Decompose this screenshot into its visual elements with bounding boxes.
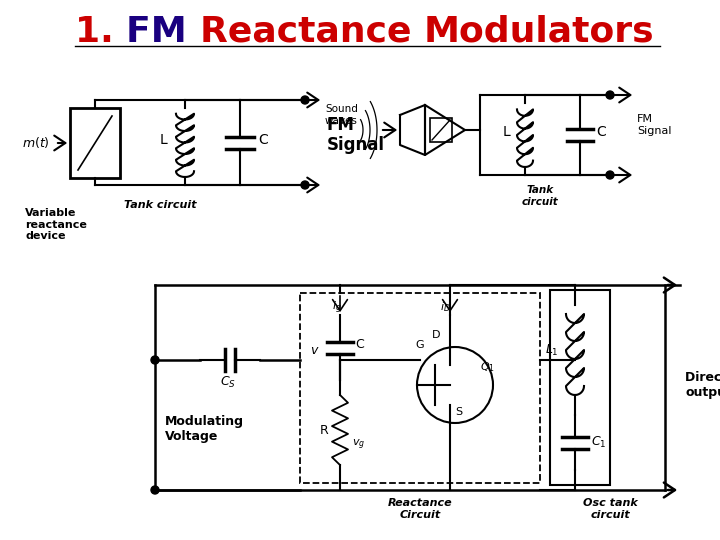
Text: FM
Signal: FM Signal [637, 114, 672, 136]
Bar [430, 118, 452, 142]
Bar [300, 293, 540, 483]
Circle shape [151, 356, 159, 364]
Text: $i_D$: $i_D$ [440, 300, 451, 314]
Text: $L_1$: $L_1$ [545, 342, 559, 357]
Circle shape [301, 181, 309, 189]
Text: v: v [310, 343, 318, 356]
Text: D: D [432, 330, 441, 340]
Text: Modulating
Voltage: Modulating Voltage [165, 415, 244, 443]
Bar [70, 108, 120, 178]
Text: 1.: 1. [75, 15, 127, 49]
Circle shape [151, 486, 159, 494]
Text: Modulators: Modulators [424, 15, 654, 49]
Text: Tank
circuit: Tank circuit [521, 185, 559, 207]
Text: L: L [503, 125, 510, 139]
Circle shape [606, 91, 614, 99]
Text: $C_1$: $C_1$ [591, 435, 606, 450]
Text: FM
Signal: FM Signal [327, 116, 385, 154]
Text: $m(t)$: $m(t)$ [22, 136, 50, 151]
Bar [550, 290, 610, 485]
Text: Sound
waves: Sound waves [325, 104, 358, 126]
Text: G: G [415, 340, 423, 350]
Text: Osc tank
circuit: Osc tank circuit [582, 498, 637, 519]
Text: $Q_1$: $Q_1$ [480, 360, 495, 374]
Text: Reactance: Reactance [199, 15, 424, 49]
Text: Direct FM
output: Direct FM output [685, 371, 720, 399]
Text: $i_g$: $i_g$ [332, 300, 342, 316]
Text: $v_g$: $v_g$ [352, 438, 365, 452]
Text: C: C [596, 125, 606, 139]
Text: C: C [355, 339, 364, 352]
Text: Tank circuit: Tank circuit [124, 200, 197, 210]
Text: $C_S$: $C_S$ [220, 375, 236, 390]
Text: Variable
reactance
device: Variable reactance device [25, 208, 87, 241]
Text: FM: FM [127, 15, 199, 49]
Text: R: R [320, 423, 329, 436]
Text: Reactance
Circuit: Reactance Circuit [387, 498, 452, 519]
Text: C: C [258, 133, 268, 147]
Circle shape [301, 96, 309, 104]
Text: S: S [455, 407, 462, 417]
Text: L: L [160, 133, 168, 147]
Circle shape [606, 171, 614, 179]
